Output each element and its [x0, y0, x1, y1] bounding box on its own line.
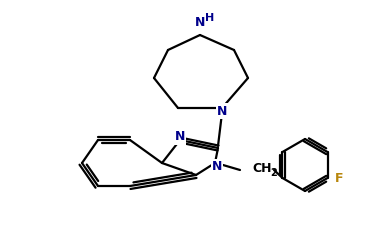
Text: CH: CH: [252, 161, 272, 175]
Text: N: N: [212, 161, 222, 173]
Text: N: N: [195, 16, 205, 28]
Text: 2: 2: [270, 168, 277, 178]
Text: F: F: [335, 172, 344, 184]
Text: N: N: [175, 130, 185, 144]
Text: N: N: [217, 105, 227, 118]
Text: H: H: [206, 13, 214, 23]
